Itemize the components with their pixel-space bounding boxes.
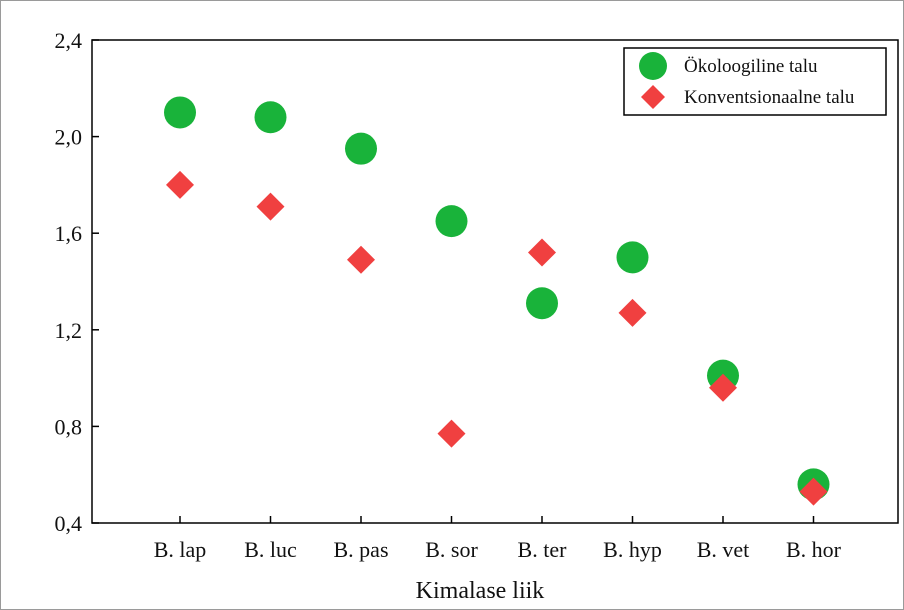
x-axis-title: Kimalase liik	[416, 578, 545, 604]
y-tick-label: 1,6	[55, 221, 83, 246]
data-point-diamond	[437, 419, 466, 448]
legend-label: Ökoloogiline talu	[684, 56, 818, 77]
legend-circle-icon	[639, 52, 667, 80]
legend: Ökoloogiline talu Konventsionaalne talu	[623, 47, 887, 116]
x-tick-label: B. ter	[518, 537, 568, 562]
data-point-diamond	[709, 373, 737, 402]
y-tick-label: 2,4	[55, 28, 83, 53]
data-point-circle	[254, 101, 287, 134]
x-tick-label: B. hyp	[603, 537, 662, 562]
y-tick-label: 0,8	[55, 414, 83, 439]
x-tick-label: B. luc	[244, 537, 297, 562]
data-point-circle	[164, 96, 196, 129]
y-tick-label: 2,0	[55, 125, 83, 150]
x-tick-label: B. hor	[786, 537, 842, 562]
plot-area	[91, 39, 899, 524]
data-point-circle	[616, 241, 649, 274]
y-axis: 0,4 0,8 1,2 1,6 2,0 2,4	[55, 28, 99, 536]
x-tick-label: B. vet	[697, 537, 750, 562]
legend-label: Konventsionaalne talu	[684, 87, 855, 108]
y-tick-label: 1,2	[55, 318, 83, 343]
x-axis: B. lap B. luc B. pas B. sor B. ter B. hyp B. v…	[154, 516, 842, 562]
data-marks	[164, 96, 830, 506]
data-point-diamond	[528, 238, 556, 267]
data-point-diamond	[347, 245, 375, 274]
data-point-circle	[345, 132, 377, 165]
series-conventional	[166, 170, 828, 506]
data-point-diamond	[799, 477, 828, 506]
legend-box	[623, 47, 887, 116]
data-point-diamond	[618, 298, 647, 327]
data-point-diamond	[166, 170, 194, 199]
legend-diamond-icon	[641, 85, 665, 109]
x-tick-label: B. sor	[425, 537, 478, 562]
data-point-circle	[435, 205, 468, 238]
x-tick-label: B. lap	[154, 537, 207, 562]
y-tick-label: 0,4	[55, 511, 83, 536]
data-point-circle	[526, 287, 558, 320]
x-tick-label: B. pas	[334, 537, 389, 562]
data-point-diamond	[256, 192, 285, 221]
